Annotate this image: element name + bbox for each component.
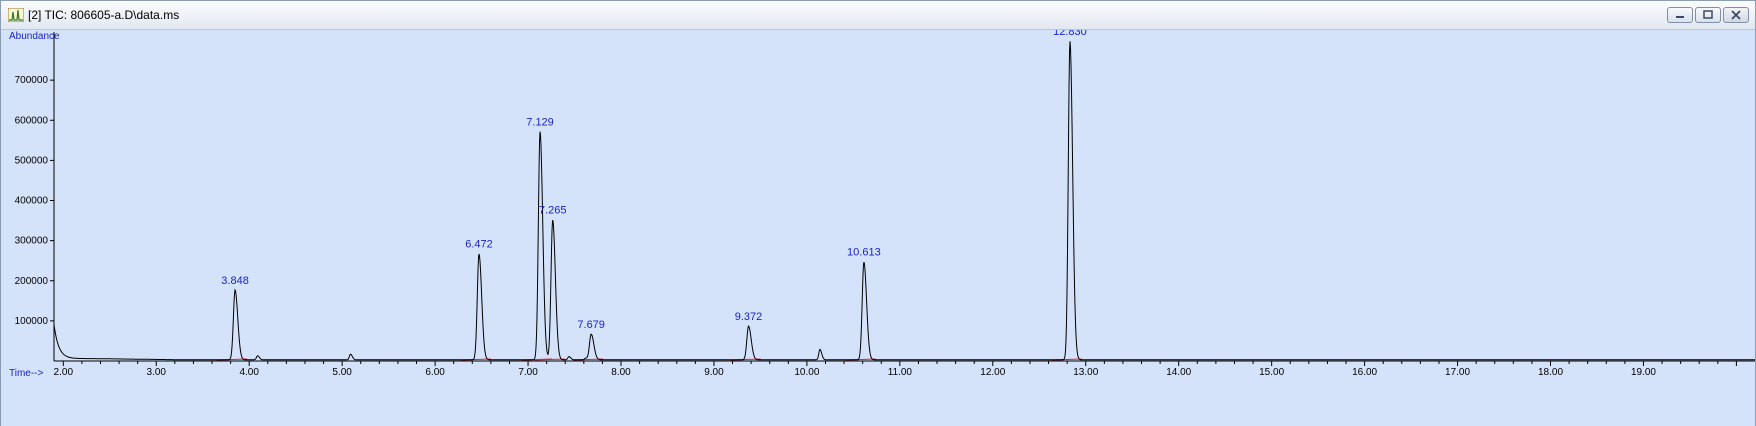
y-tick-label: 500000 (15, 155, 49, 166)
x-tick-label: 9.00 (704, 367, 724, 378)
peak-label: 7.679 (577, 319, 605, 331)
x-tick-label: 15.00 (1259, 367, 1284, 378)
x-tick-label: 2.00 (54, 367, 74, 378)
close-button[interactable] (1723, 7, 1749, 23)
plot-background (1, 30, 1755, 426)
peak-label: 3.848 (221, 275, 249, 287)
y-tick-label: 400000 (15, 196, 49, 207)
peak-baseline-marker (534, 358, 565, 361)
window-title: [2] TIC: 806605-a.D\data.ms (28, 8, 180, 22)
y-axis-title: Abundance (9, 31, 60, 42)
x-tick-label: 6.00 (425, 367, 445, 378)
x-tick-label: 5.00 (332, 367, 352, 378)
axes (53, 32, 1755, 362)
peak-label: 10.613 (847, 247, 881, 259)
y-tick-label: 300000 (15, 236, 49, 247)
peak-label: 9.372 (735, 311, 763, 323)
peak-label: 7.129 (526, 116, 554, 128)
peak-labels: 3.848 6.472 7.129 7.265 7.679 9.372 10.613 12.8… (221, 30, 1086, 331)
x-tick-label: 11.00 (888, 367, 913, 378)
restore-icon (1703, 10, 1713, 19)
close-icon (1731, 10, 1741, 20)
x-tick-label: 10.00 (794, 367, 819, 378)
x-tick-label: 4.00 (239, 367, 259, 378)
x-tick-label: 13.00 (1073, 367, 1098, 378)
chromatogram-plot[interactable]: 100000 200000 300000 400000 500000 600000 7000… (1, 30, 1755, 426)
x-axis-title: Time--> (9, 368, 44, 379)
peak-label: 7.265 (539, 205, 567, 217)
x-axis-ticks: 2.00 3.00 4.00 5.00 6.00 7.00 8.00 9.00 10.00 11.… (54, 361, 1737, 378)
y-tick-label: 700000 (15, 75, 49, 86)
tic-trace (53, 41, 1755, 361)
x-tick-label: 18.00 (1538, 367, 1563, 378)
peak-label: 12.830 (1053, 30, 1087, 38)
chromatogram-app-icon (8, 8, 24, 22)
x-tick-label: 16.00 (1352, 367, 1377, 378)
x-tick-label: 19.00 (1631, 367, 1656, 378)
title-bar[interactable]: [2] TIC: 806605-a.D\data.ms (1, 1, 1755, 30)
x-tick-label: 12.00 (980, 367, 1005, 378)
peak-label: 6.472 (465, 239, 493, 251)
y-tick-label: 100000 (15, 316, 49, 327)
x-tick-label: 3.00 (147, 367, 167, 378)
x-tick-label: 7.00 (518, 367, 538, 378)
restore-button[interactable] (1695, 7, 1721, 23)
x-tick-label: 8.00 (611, 367, 631, 378)
minimize-button[interactable] (1667, 7, 1693, 23)
y-axis-ticks: 100000 200000 300000 400000 500000 600000 7000… (15, 75, 54, 327)
x-tick-label: 14.00 (1166, 367, 1191, 378)
minimize-icon (1676, 16, 1684, 18)
y-tick-label: 600000 (15, 115, 49, 126)
x-tick-label: 17.00 (1445, 367, 1470, 378)
y-tick-label: 200000 (15, 276, 49, 287)
